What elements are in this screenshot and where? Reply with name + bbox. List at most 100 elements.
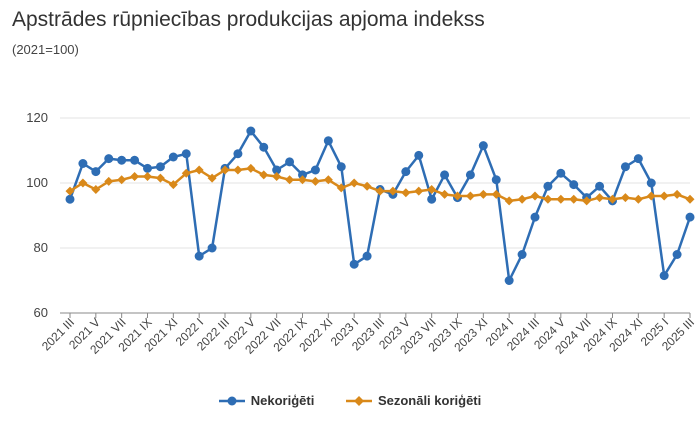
series-0	[65, 126, 695, 285]
point-s1-30[interactable]	[453, 191, 462, 201]
point-s0-0[interactable]	[65, 194, 75, 204]
point-s0-43[interactable]	[620, 162, 630, 172]
point-s0-47[interactable]	[672, 250, 682, 259]
point-s0-21[interactable]	[336, 162, 346, 172]
point-s1-28[interactable]	[427, 185, 437, 194]
point-s1-24[interactable]	[375, 186, 385, 196]
point-s1-14[interactable]	[246, 163, 256, 173]
point-s1-45[interactable]	[646, 191, 656, 201]
point-s0-48[interactable]	[685, 212, 695, 222]
point-s1-34[interactable]	[504, 196, 514, 206]
point-s0-37[interactable]	[543, 181, 553, 191]
point-s1-43[interactable]	[620, 193, 630, 203]
point-s0-7[interactable]	[155, 162, 165, 172]
point-s0-44[interactable]	[633, 154, 643, 164]
point-s0-4[interactable]	[117, 155, 127, 165]
point-s1-3[interactable]	[104, 176, 114, 186]
point-s0-27[interactable]	[414, 150, 424, 160]
point-s0-39[interactable]	[569, 180, 579, 190]
point-s0-1[interactable]	[78, 159, 88, 168]
point-s1-48[interactable]	[685, 194, 695, 204]
point-s0-33[interactable]	[491, 175, 501, 185]
point-s0-38[interactable]	[556, 168, 566, 178]
point-s0-45[interactable]	[646, 178, 656, 188]
point-s0-31[interactable]	[465, 170, 475, 180]
point-s1-33[interactable]	[491, 189, 501, 199]
point-s1-6[interactable]	[143, 172, 152, 181]
point-s1-46[interactable]	[659, 191, 669, 201]
point-s1-1[interactable]	[78, 178, 88, 188]
point-s0-9[interactable]	[181, 149, 191, 159]
point-s1-11[interactable]	[207, 173, 217, 183]
point-s0-3[interactable]	[104, 154, 114, 164]
point-s1-41[interactable]	[595, 193, 605, 203]
point-s1-0[interactable]	[65, 186, 75, 196]
point-s1-21[interactable]	[336, 183, 346, 193]
point-s0-14[interactable]	[246, 126, 256, 136]
point-s0-18[interactable]	[298, 170, 307, 180]
point-s0-2[interactable]	[91, 167, 101, 177]
point-s1-40[interactable]	[582, 196, 592, 206]
point-s1-31[interactable]	[465, 191, 475, 201]
point-s1-5[interactable]	[130, 172, 140, 181]
point-s1-4[interactable]	[117, 175, 127, 185]
point-s0-5[interactable]	[130, 155, 140, 165]
point-s0-41[interactable]	[595, 181, 605, 191]
point-s1-38[interactable]	[556, 194, 566, 204]
point-s0-32[interactable]	[478, 141, 488, 151]
point-s1-39[interactable]	[569, 194, 579, 204]
point-s0-36[interactable]	[530, 212, 540, 222]
point-s1-12[interactable]	[220, 165, 230, 175]
point-s0-28[interactable]	[427, 194, 437, 204]
point-s1-16[interactable]	[272, 172, 282, 181]
legend-label-series-0: Nekoriģēti	[250, 393, 315, 408]
point-s1-17[interactable]	[285, 175, 295, 185]
point-s0-10[interactable]	[194, 251, 204, 261]
point-s0-29[interactable]	[440, 170, 450, 180]
point-s0-22[interactable]	[349, 259, 359, 269]
point-s1-32[interactable]	[478, 189, 488, 199]
point-s1-15[interactable]	[259, 170, 269, 180]
point-s1-29[interactable]	[440, 189, 450, 199]
point-s0-46[interactable]	[659, 271, 669, 281]
point-s0-6[interactable]	[143, 163, 152, 173]
point-s1-37[interactable]	[543, 194, 553, 204]
series-line-0	[68, 129, 692, 282]
point-s1-18[interactable]	[298, 175, 307, 185]
chart-subtitle: (2021=100)	[12, 42, 79, 57]
point-s1-8[interactable]	[168, 180, 178, 190]
point-s1-10[interactable]	[194, 165, 204, 175]
point-s0-16[interactable]	[272, 165, 282, 175]
point-s0-35[interactable]	[517, 250, 527, 259]
point-s1-36[interactable]	[530, 191, 540, 201]
point-s0-20[interactable]	[323, 136, 333, 146]
point-s0-23[interactable]	[362, 251, 372, 261]
point-s0-19[interactable]	[310, 165, 320, 175]
legend-item-series-1[interactable]: Sezonāli koriģēti	[345, 393, 481, 408]
point-s1-7[interactable]	[155, 173, 165, 183]
point-s1-42[interactable]	[608, 194, 617, 204]
point-s1-35[interactable]	[517, 194, 527, 204]
y-tick-label-2: 100	[26, 175, 48, 190]
point-s1-9[interactable]	[181, 168, 191, 178]
point-s1-47[interactable]	[672, 189, 682, 199]
point-s1-2[interactable]	[91, 185, 101, 194]
point-s1-23[interactable]	[362, 181, 372, 191]
point-s1-20[interactable]	[323, 175, 333, 185]
point-s1-25[interactable]	[388, 186, 398, 196]
point-s0-17[interactable]	[285, 157, 295, 167]
point-s0-13[interactable]	[233, 149, 243, 159]
point-s1-26[interactable]	[401, 188, 411, 198]
point-s0-8[interactable]	[168, 152, 178, 162]
point-s0-34[interactable]	[504, 276, 514, 285]
point-s0-15[interactable]	[259, 142, 269, 152]
point-s1-27[interactable]	[414, 186, 424, 196]
point-s0-26[interactable]	[401, 167, 411, 177]
point-s1-13[interactable]	[233, 165, 243, 175]
point-s1-19[interactable]	[310, 176, 320, 186]
point-s1-44[interactable]	[633, 194, 643, 204]
point-s0-11[interactable]	[207, 243, 217, 253]
legend-item-series-0[interactable]: Nekoriģēti	[218, 393, 315, 408]
point-s1-22[interactable]	[349, 178, 359, 188]
